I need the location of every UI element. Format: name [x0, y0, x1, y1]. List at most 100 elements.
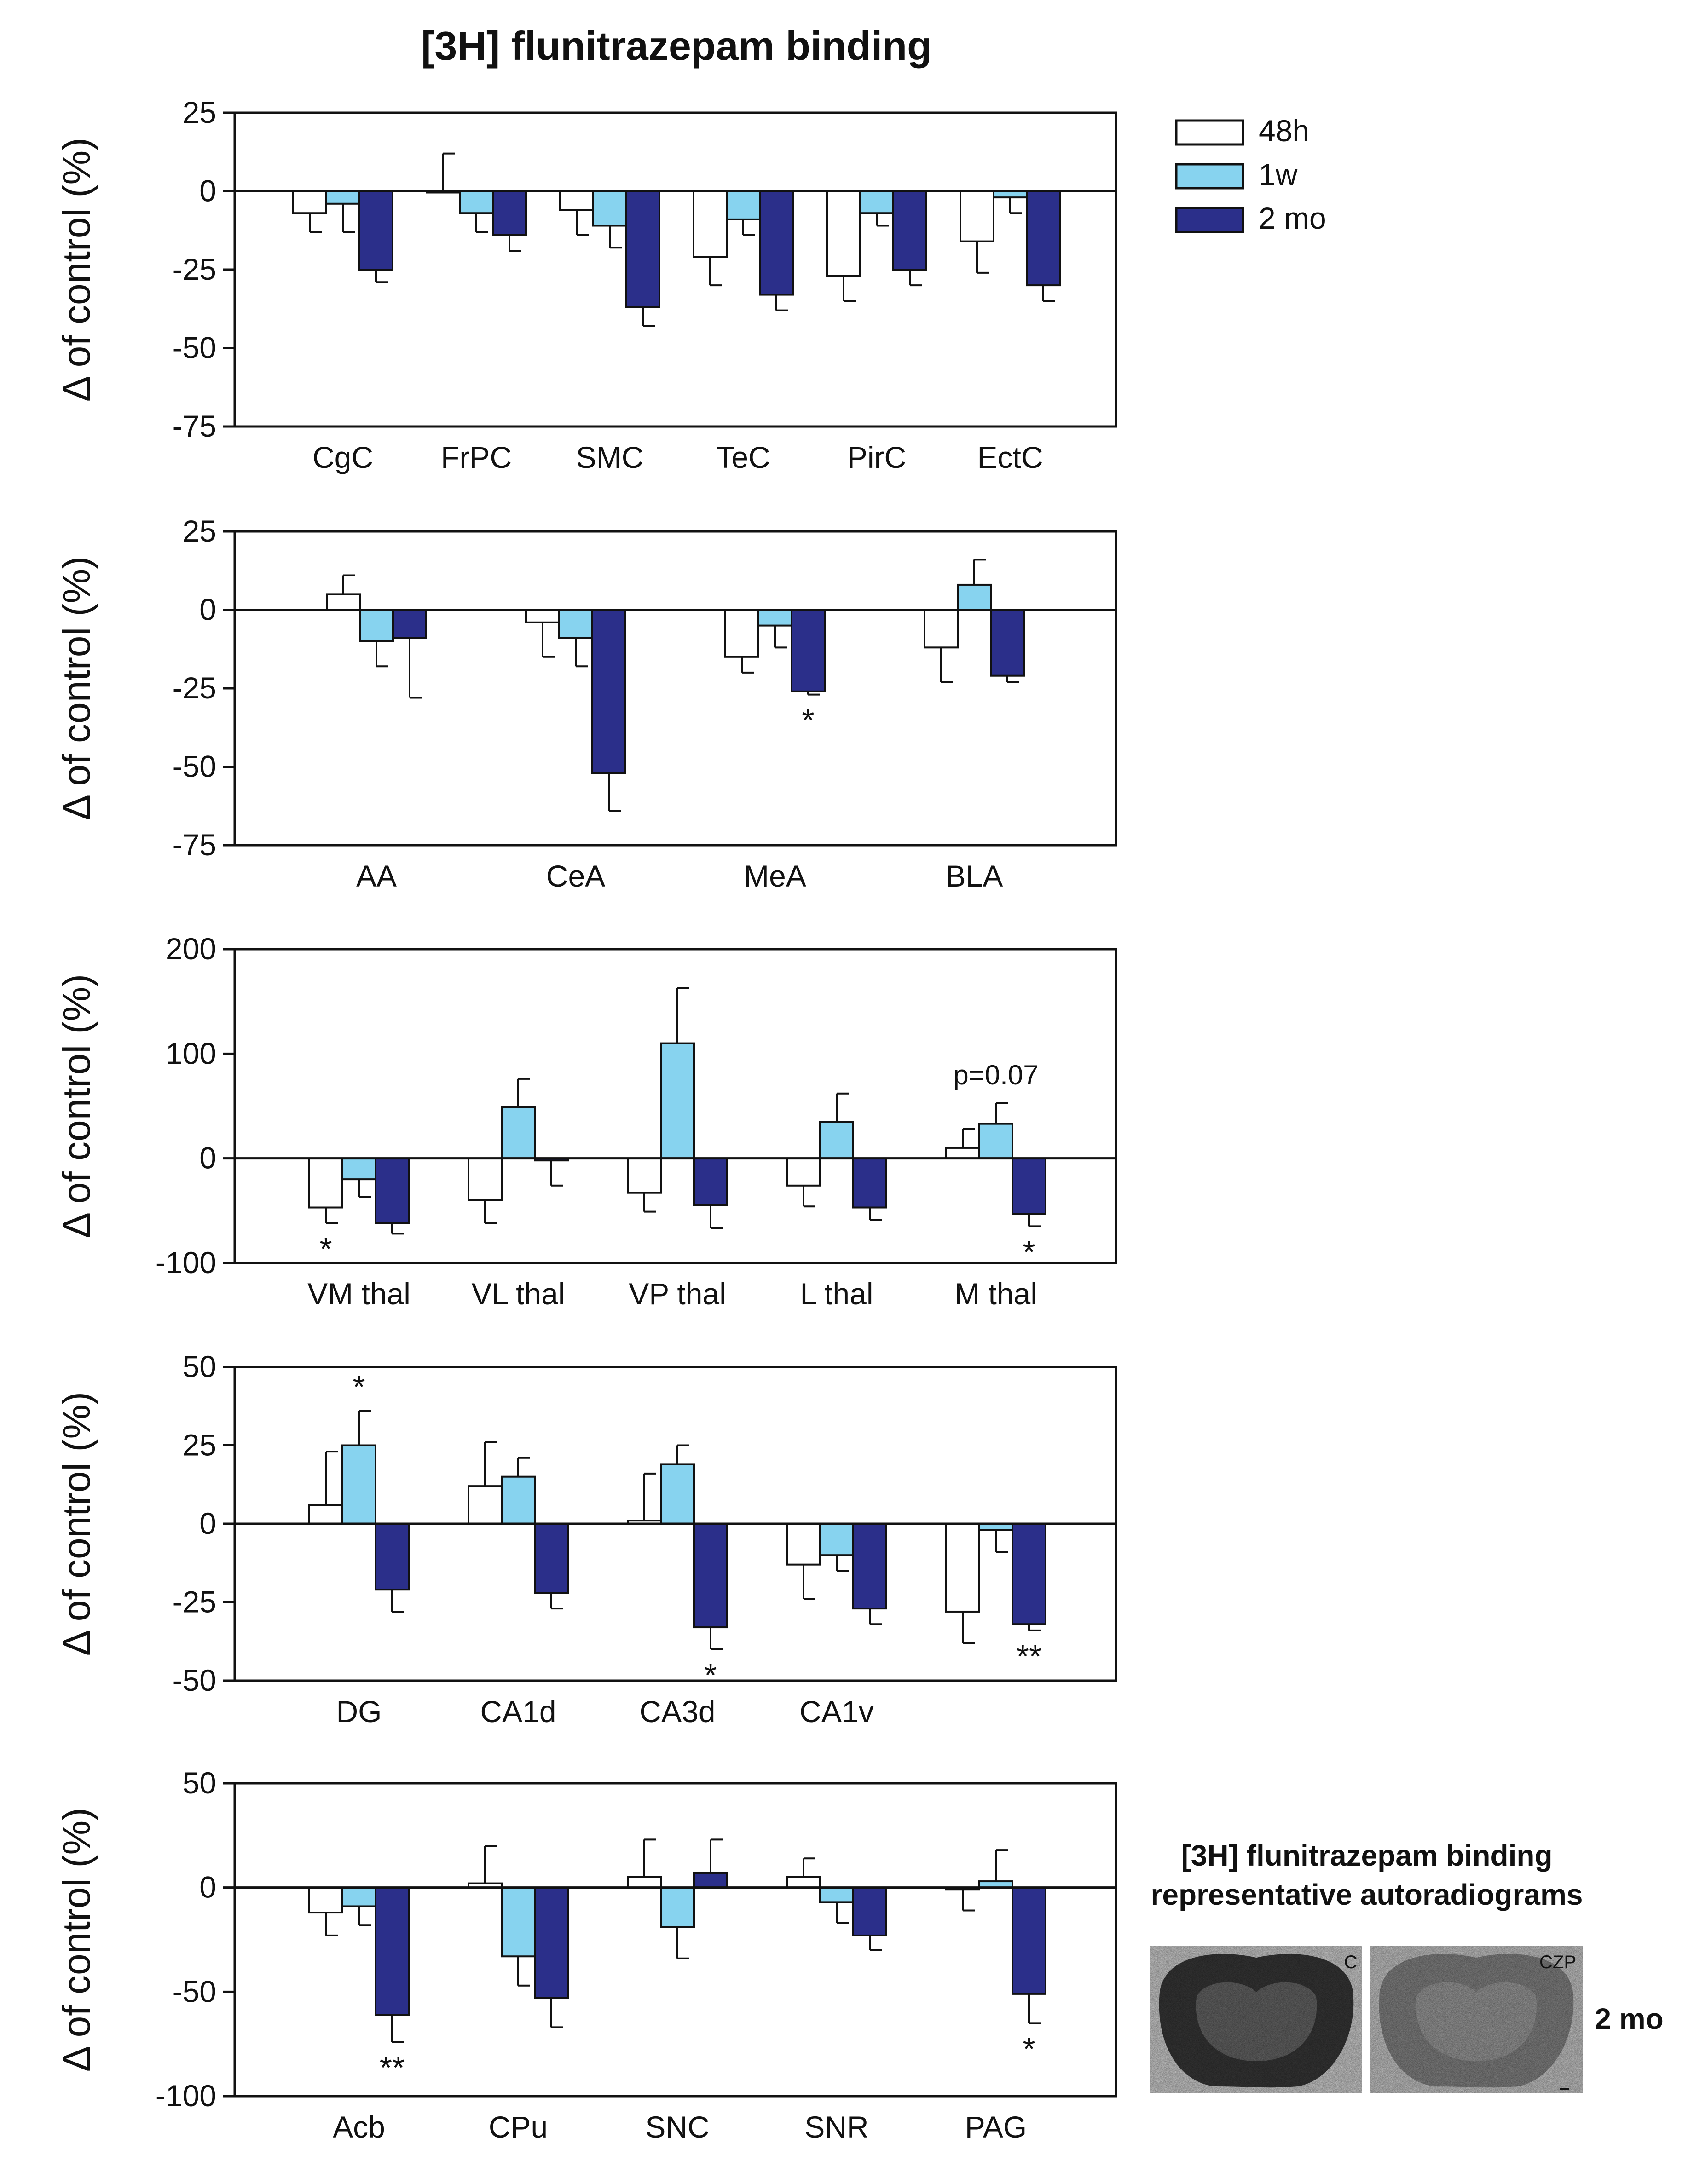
category-label-aa: AA: [356, 859, 397, 893]
y-tick-label: -100: [156, 1245, 216, 1279]
bar-cea-48h: [525, 609, 560, 623]
bar-cgc-1w: [325, 190, 360, 205]
autoradiogram-control-label: C: [1344, 1952, 1358, 1972]
bar-snr-1w: [819, 1886, 854, 1903]
legend-label-1w: 1w: [1259, 157, 1298, 191]
category-label-dg: DG: [336, 1694, 382, 1729]
bar-snc-1w: [660, 1886, 695, 1928]
bar-aa-48h: [326, 593, 361, 611]
legend: 48h 1w 2 mo: [1175, 114, 1326, 235]
y-tick-label: -75: [173, 409, 216, 443]
bar-ca1d-2-mo: [534, 1523, 569, 1594]
chart-panel-4: 50 25 0 -25 -50 Δ of control (%) DG CA1d CA3d CA1…: [55, 1349, 1117, 1729]
category-label-bla: BLA: [946, 859, 1003, 893]
y-tick-label: 0: [199, 1870, 216, 1904]
y-tick-label: 0: [199, 1506, 216, 1540]
chart-panel-5: 50 0 -50 -100 Δ of control (%) Acb CPu SNC SNR PA…: [55, 1766, 1117, 2144]
bar-l-thal-1w: [819, 1121, 854, 1159]
y-tick-label: -50: [173, 1974, 216, 2008]
bar-vp-thal-2-mo: [693, 1157, 728, 1206]
bar-m-thal-48h: [945, 1147, 980, 1159]
significance-mark: **: [1017, 1638, 1041, 1674]
category-label-vl-thal: VL thal: [471, 1277, 565, 1311]
bar-vl-thal-1w: [501, 1106, 536, 1159]
autoradiogram-treated-label: CZP: [1539, 1952, 1576, 1972]
chart-panel-2: 25 0 -25 -50 -75 Δ of control (%) AA CeA MeA BLA *: [55, 514, 1117, 893]
y-tick-label: 50: [183, 1349, 216, 1383]
significance-mark: *: [802, 703, 814, 738]
bar-cgc-2-mo: [358, 190, 393, 271]
bar-ca3d-2-mo: [693, 1523, 728, 1629]
autoradiogram-section: [3H] flunitrazepam binding representativ…: [1150, 1839, 1664, 2093]
y-tick-label: 25: [183, 1428, 216, 1462]
plot-frame: [233, 530, 1117, 847]
bar-ca1v-48h: [786, 1523, 821, 1566]
category-label-cea: CeA: [546, 859, 605, 893]
bar-tec-1w: [726, 190, 761, 220]
category-label-pag: PAG: [965, 2110, 1027, 2144]
bar-dg-48h: [308, 1504, 343, 1525]
category-label-pirc: PirC: [847, 440, 906, 474]
bar-m-thal-2-mo: [1012, 1157, 1046, 1215]
y-tick-label: 25: [183, 514, 216, 548]
p-value-annotation: p=0.07: [953, 1060, 1038, 1090]
bar-vm-thal-48h: [308, 1157, 343, 1209]
bar-group-5-2-mo: [1012, 1523, 1046, 1625]
autoradiogram-control: C: [1150, 1946, 1362, 2093]
category-label-mea: MeA: [744, 859, 806, 893]
bar-ca1v-2-mo: [852, 1523, 887, 1610]
plot-frame: [233, 948, 1117, 1264]
bar-ectc-2-mo: [1026, 190, 1061, 287]
bar-ca1v-1w: [819, 1523, 854, 1556]
bar-vl-thal-48h: [468, 1157, 503, 1201]
y-tick-label: 200: [166, 932, 216, 966]
bar-snc-48h: [627, 1876, 662, 1889]
bar-bla-48h: [924, 609, 959, 649]
bar-pirc-48h: [826, 190, 861, 277]
category-label-ca3d: CA3d: [639, 1694, 715, 1729]
bar-pirc-2-mo: [892, 190, 927, 271]
category-label-ectc: EctC: [977, 440, 1043, 474]
y-tick-label: -25: [173, 1585, 216, 1619]
bar-mea-48h: [724, 609, 759, 658]
significance-mark: *: [1023, 2031, 1035, 2067]
significance-mark: *: [1023, 1234, 1035, 1270]
bar-vp-thal-48h: [627, 1157, 662, 1194]
bar-pag-2-mo: [1012, 1886, 1046, 1995]
bar-tec-2-mo: [759, 190, 794, 296]
bar-aa-2-mo: [392, 609, 427, 639]
bar-smc-1w: [592, 190, 627, 227]
bar-acb-1w: [341, 1886, 376, 1907]
y-axis-label: Δ of control (%): [55, 138, 98, 402]
legend-swatch-1w: [1175, 163, 1244, 190]
category-label-tec: TeC: [716, 440, 770, 474]
y-tick-label: -50: [173, 749, 216, 784]
y-axis-label: Δ of control (%): [55, 1808, 98, 2072]
bar-tec-48h: [693, 190, 728, 258]
bar-vp-thal-1w: [660, 1042, 695, 1159]
bar-bla-2-mo: [990, 609, 1025, 677]
bar-acb-2-mo: [375, 1886, 410, 2016]
bar-mea-2-mo: [791, 609, 826, 692]
y-tick-label: -50: [173, 1663, 216, 1697]
y-tick-label: -100: [156, 2079, 216, 2113]
bar-dg-1w: [341, 1444, 376, 1525]
category-label-m-thal: M thal: [954, 1277, 1037, 1311]
y-axis-label: Δ of control (%): [55, 556, 98, 820]
category-label-vm-thal: VM thal: [307, 1277, 410, 1311]
chart-panel-3: 200 100 0 -100 Δ of control (%) VM thal VL tha…: [55, 932, 1117, 1311]
bar-ca1d-48h: [468, 1485, 503, 1525]
autoradiogram-treated: CZP: [1370, 1946, 1583, 2093]
bar-smc-2-mo: [625, 190, 660, 308]
bar-m-thal-1w: [978, 1123, 1013, 1159]
category-label-cgc: CgC: [312, 440, 373, 474]
significance-mark: *: [704, 1657, 717, 1693]
autoradiogram-row-label: 2 mo: [1595, 2002, 1663, 2035]
legend-label-48h: 48h: [1259, 114, 1309, 148]
y-tick-label: -75: [173, 828, 216, 862]
bar-frpc-2-mo: [492, 190, 527, 236]
bar-cgc-48h: [292, 190, 327, 214]
bar-cpu-1w: [501, 1886, 536, 1958]
y-tick-label: -25: [173, 671, 216, 705]
bar-cea-1w: [558, 609, 593, 639]
